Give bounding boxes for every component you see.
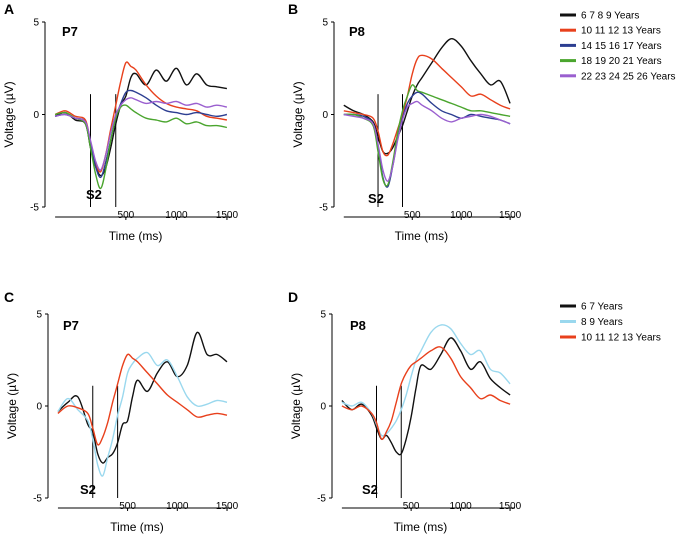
legend-bottom: 6 7 Years 8 9 Years 10 11 12 13 Years	[560, 302, 661, 344]
y-tick-label: 0	[33, 110, 39, 121]
legend-label: 14 15 16 17 Years	[581, 41, 662, 52]
series-line-18-19-20-21-years	[54, 104, 228, 190]
panel-letter: B	[288, 1, 298, 17]
legend-label: 10 11 12 13 Years	[581, 26, 661, 37]
x-tick-label: 500	[118, 210, 135, 221]
y-tick-label: -5	[319, 203, 328, 214]
y-axis-label: Voltage (µV)	[291, 81, 305, 147]
series-line-10-11-12-13-years	[343, 54, 511, 157]
series-line-22-23-24-25-26-years	[54, 97, 228, 171]
x-tick-label: 1000	[450, 210, 473, 221]
y-tick-label: 0	[322, 110, 328, 121]
series-line-6-7-years	[57, 331, 228, 464]
stimulus-marker-label: S2	[362, 482, 378, 497]
panel-letter: A	[4, 1, 14, 17]
series-line-6-7-years	[341, 337, 511, 456]
y-tick-label: 5	[320, 310, 326, 321]
y-tick-label: 0	[36, 402, 42, 413]
y-axis-label: Voltage (µV)	[5, 373, 19, 439]
series-line-8-9-years	[57, 351, 228, 477]
x-tick-label: 1500	[499, 501, 522, 512]
series-line-6-7-8-9-years	[54, 67, 228, 177]
y-tick-label: 5	[36, 310, 42, 321]
x-tick-label: 1500	[216, 210, 239, 221]
y-tick-label: 5	[322, 18, 328, 29]
stimulus-marker-label: S2	[80, 482, 96, 497]
panel-b: B -5 0 5 500 1000 1500 Voltage (µV) Time (ms) P8 S…	[288, 1, 522, 243]
x-axis-label: Time (ms)	[395, 229, 449, 243]
x-axis-label: Time (ms)	[109, 229, 163, 243]
electrode-label: P8	[349, 24, 365, 39]
series-line-8-9-years	[341, 324, 511, 437]
x-tick-label: 500	[404, 210, 421, 221]
x-tick-label: 1000	[165, 210, 188, 221]
panel-letter: D	[288, 289, 298, 305]
x-tick-label: 1000	[166, 501, 189, 512]
x-tick-label: 500	[403, 501, 420, 512]
x-tick-label: 1500	[216, 501, 239, 512]
y-axis-label: Voltage (µV)	[2, 81, 16, 147]
panel-d: D -5 0 5 500 1000 1500 Voltage (µV) Time (ms) P8 S…	[288, 289, 522, 534]
y-tick-label: 0	[320, 402, 326, 413]
y-tick-label: -5	[30, 203, 39, 214]
x-tick-label: 1000	[449, 501, 472, 512]
y-axis-label: Voltage (µV)	[289, 373, 303, 439]
electrode-label: P7	[62, 24, 78, 39]
y-tick-label: -5	[317, 494, 326, 505]
x-axis-label: Time (ms)	[110, 520, 164, 534]
legend-label: 10 11 12 13 Years	[581, 333, 661, 344]
panel-a: A -5 0 5 500 1000 1500 Voltage (µV) Time (ms) P7 S…	[2, 1, 239, 243]
legend-label: 8 9 Years	[581, 317, 623, 328]
electrode-label: P7	[63, 318, 79, 333]
legend-label: 6 7 8 9 Years	[581, 11, 639, 22]
x-axis-label: Time (ms)	[394, 520, 448, 534]
legend-label: 6 7 Years	[581, 302, 623, 313]
series-line-14-15-16-17-years	[343, 91, 511, 188]
x-tick-label: 500	[119, 501, 136, 512]
electrode-label: P8	[350, 318, 366, 333]
series-line-22-23-24-25-26-years	[343, 100, 511, 182]
series-line-14-15-16-17-years	[54, 89, 228, 179]
series-line-10-11-12-13-years	[57, 353, 228, 446]
y-tick-label: 5	[33, 18, 39, 29]
x-tick-label: 1500	[499, 210, 522, 221]
y-tick-label: -5	[33, 494, 42, 505]
stimulus-marker-label: S2	[86, 187, 102, 202]
legend-label: 18 19 20 21 Years	[581, 56, 662, 67]
panel-letter: C	[4, 289, 14, 305]
series-line-10-11-12-13-years	[341, 346, 511, 441]
legend-top: 6 7 8 9 Years 10 11 12 13 Years 14 15 16 1…	[560, 11, 676, 82]
stimulus-marker-label: S2	[368, 191, 384, 206]
panel-c: C -5 0 5 500 1000 1500 Voltage (µV) Time (ms) P7 S…	[4, 289, 239, 534]
series-line-18-19-20-21-years	[343, 84, 511, 187]
legend-label: 22 23 24 25 26 Years	[581, 71, 676, 82]
